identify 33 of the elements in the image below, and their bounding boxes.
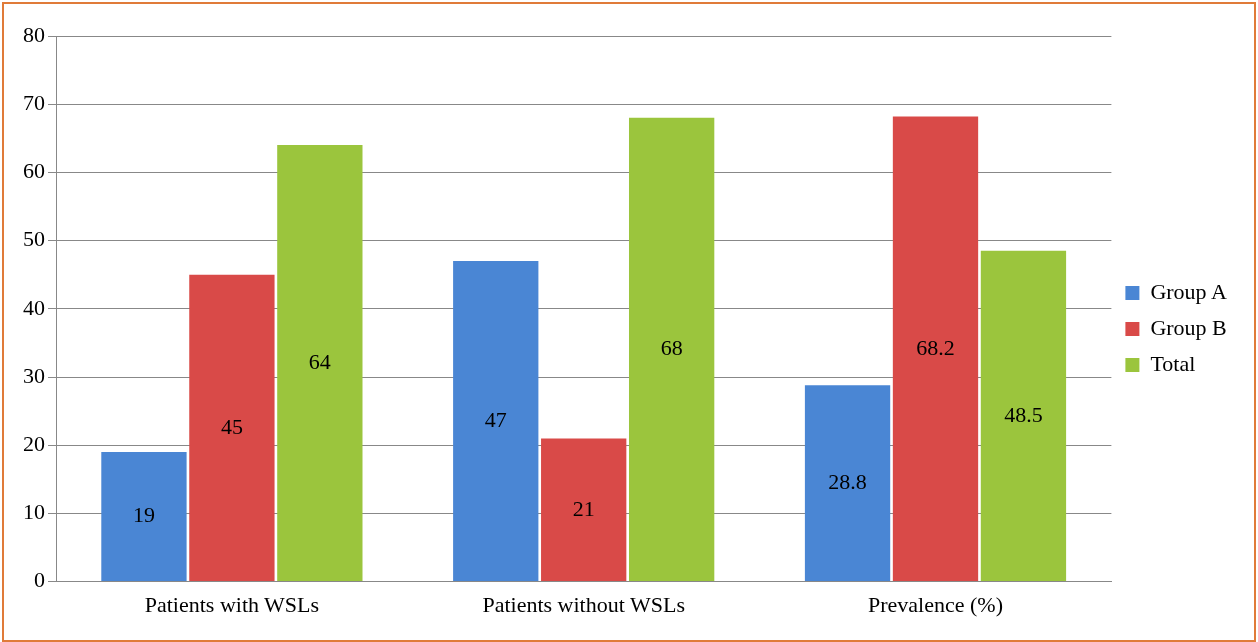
bar bbox=[804, 385, 891, 582]
bar bbox=[628, 117, 715, 582]
y-tick-label: 0 bbox=[34, 567, 45, 593]
bar bbox=[453, 261, 539, 582]
data-label: 68.2 bbox=[916, 334, 955, 360]
legend-label: Total bbox=[1150, 350, 1196, 376]
data-label: 68 bbox=[660, 335, 683, 361]
bar bbox=[101, 452, 187, 582]
x-tick-label: Patients without WSLs bbox=[482, 591, 685, 617]
y-tick-label: 50 bbox=[23, 226, 45, 252]
data-label: 21 bbox=[572, 495, 595, 521]
y-tick-label: 60 bbox=[23, 158, 45, 184]
y-tick-label: 70 bbox=[23, 89, 45, 115]
data-label: 45 bbox=[220, 413, 243, 439]
y-tick-label: 10 bbox=[23, 499, 45, 525]
legend-label: Group A bbox=[1150, 278, 1227, 304]
bar bbox=[277, 145, 363, 582]
bar bbox=[541, 438, 627, 582]
y-tick-label: 80 bbox=[23, 21, 45, 47]
y-tick-label: 30 bbox=[23, 362, 45, 388]
data-label: 48.5 bbox=[1004, 401, 1043, 427]
data-label: 19 bbox=[132, 502, 155, 528]
y-tick-label: 20 bbox=[23, 430, 45, 456]
bar bbox=[892, 116, 979, 582]
x-tick-label: Patients with WSLs bbox=[144, 591, 320, 617]
y-tick-label: 40 bbox=[23, 294, 45, 320]
legend-label: Group B bbox=[1150, 314, 1227, 340]
bar bbox=[189, 274, 275, 582]
x-tick-label: Prevalence (%) bbox=[868, 591, 1003, 617]
data-label: 64 bbox=[308, 348, 331, 374]
data-label: 28.8 bbox=[828, 468, 867, 494]
bar bbox=[980, 250, 1067, 582]
data-label: 47 bbox=[484, 406, 507, 432]
